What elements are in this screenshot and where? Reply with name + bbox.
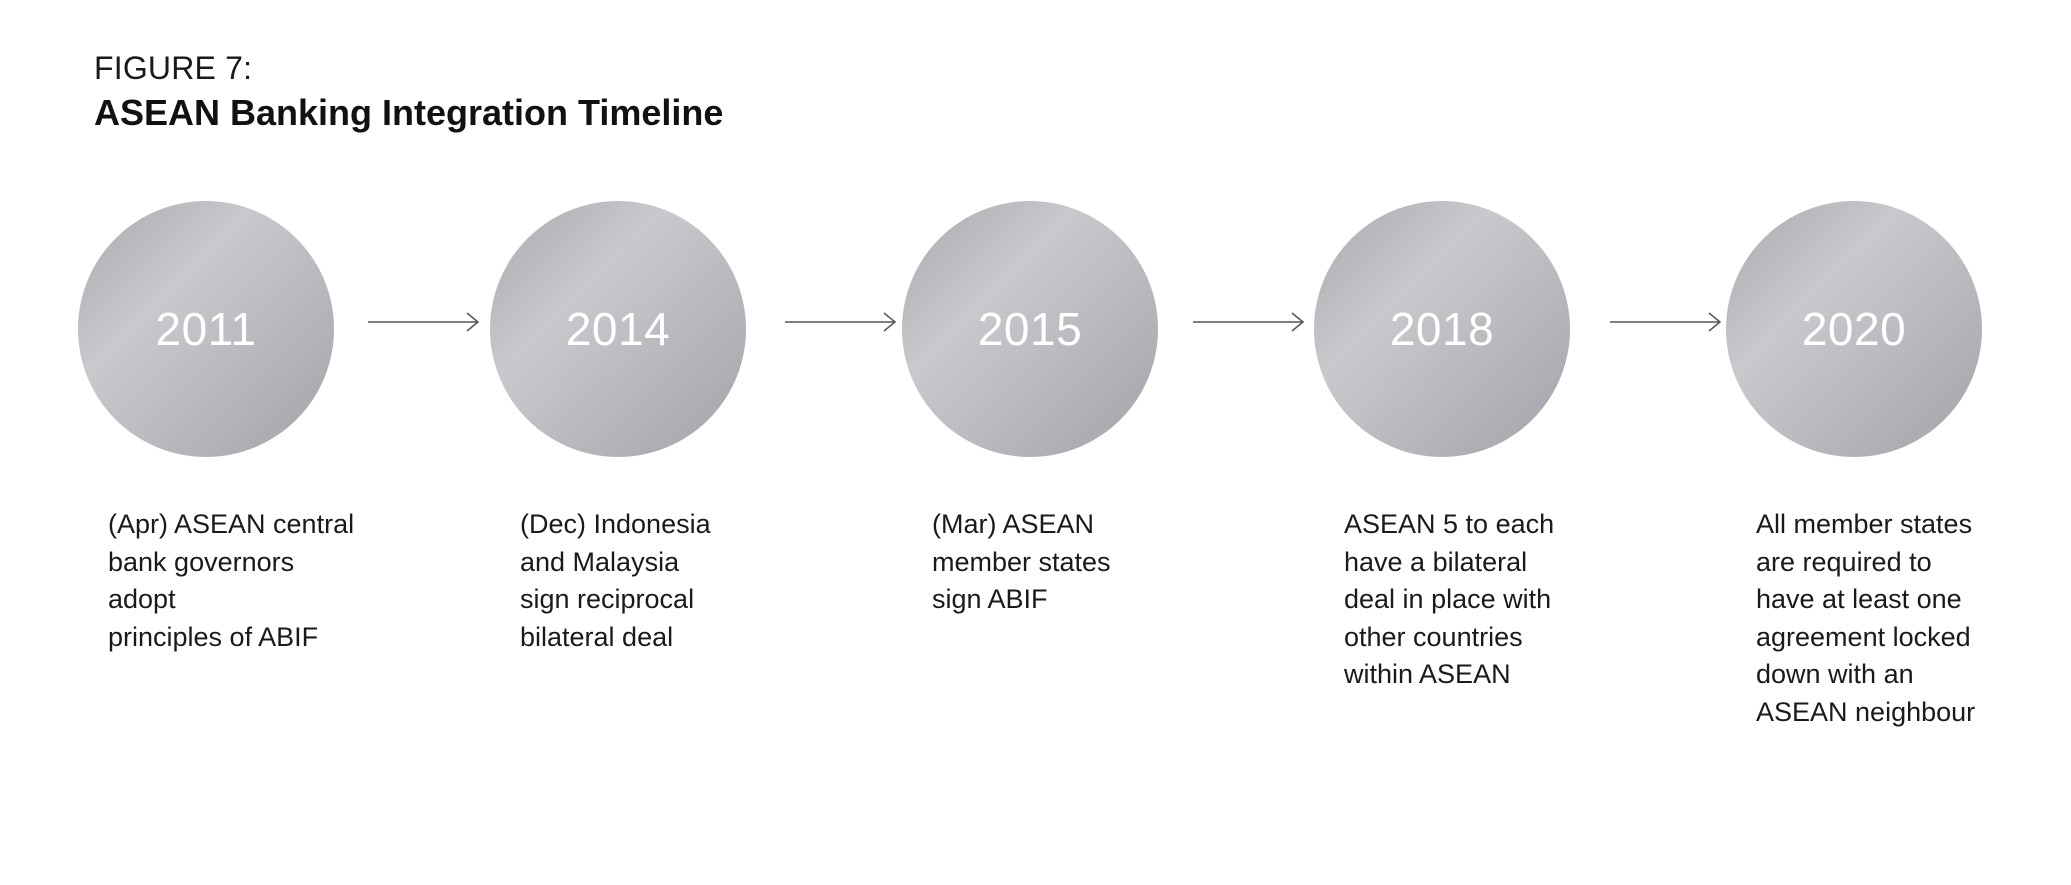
event-description: All member states are required to have a…: [1756, 509, 1976, 727]
node-year: 2018: [1389, 303, 1495, 355]
node-year: 2020: [1801, 303, 1907, 355]
timeline-node-2015: 2015: [902, 201, 1158, 457]
event-description: (Mar) ASEAN member states sign ABIF: [932, 509, 1111, 614]
event-description: ASEAN 5 to each have a bilateral deal in…: [1344, 509, 1555, 689]
timeline-node-2011: 2011: [78, 201, 334, 457]
node-year: 2011: [155, 303, 257, 355]
figure-title: ASEAN Banking Integration Timeline: [94, 92, 724, 133]
timeline-node-2014: 2014: [490, 201, 746, 457]
event-description: (Dec) Indonesia and Malaysia sign recipr…: [520, 509, 711, 652]
timeline-node-2020: 2020: [1726, 201, 1982, 457]
node-year: 2015: [977, 303, 1083, 355]
event-description: (Apr) ASEAN central bank governors adopt…: [108, 509, 355, 652]
timeline-node-2018: 2018: [1314, 201, 1570, 457]
arrow-right-icon: [785, 312, 897, 332]
figure-label: FIGURE 7:: [94, 50, 253, 86]
arrow-right-icon: [368, 312, 480, 332]
arrow-right-icon: [1193, 312, 1305, 332]
node-year: 2014: [565, 303, 671, 355]
arrow-right-icon: [1610, 312, 1722, 332]
